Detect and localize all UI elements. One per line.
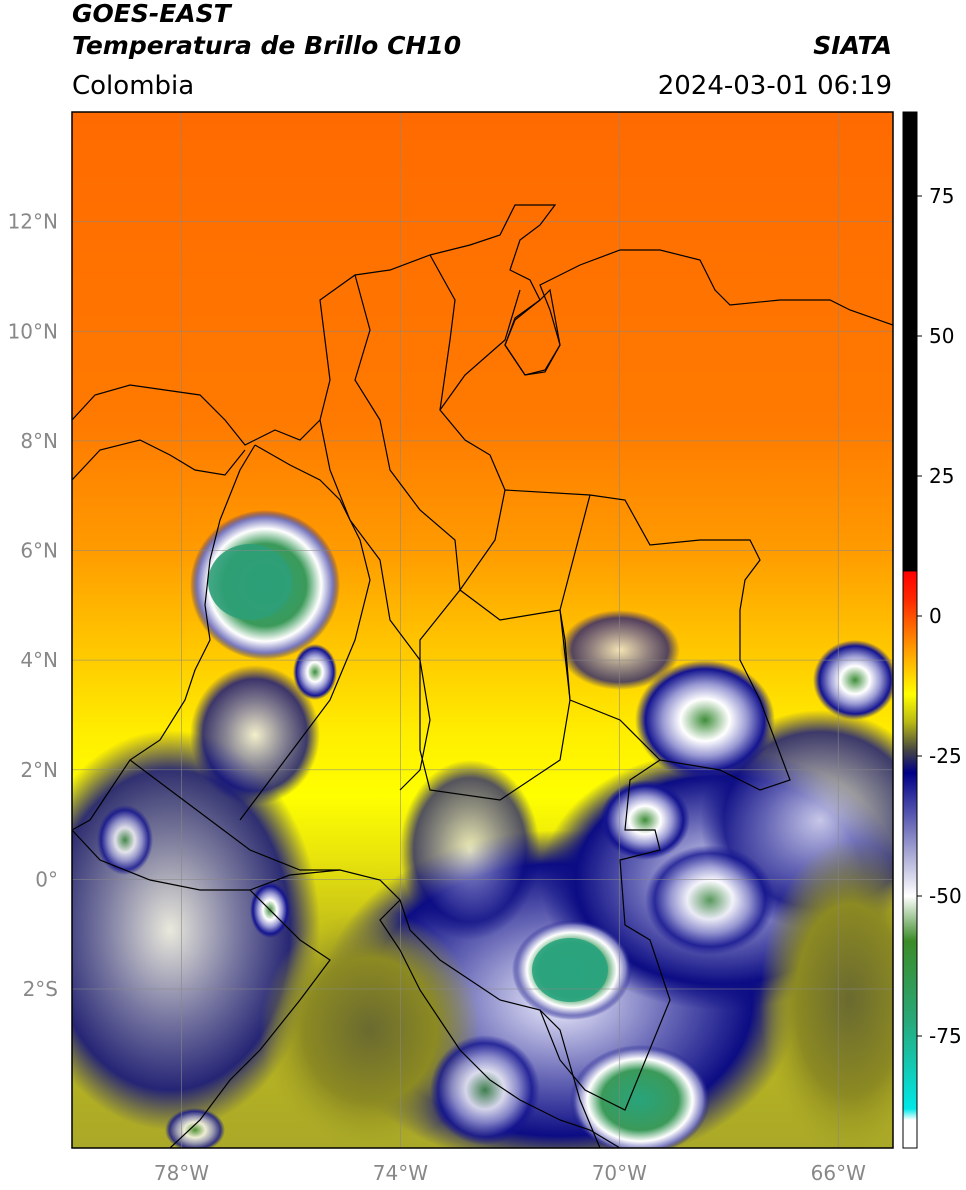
lat-tick-label: 10°N xyxy=(8,319,58,343)
product-title: Temperatura de Brillo CH10 xyxy=(72,31,462,60)
lat-tick-label: 8°N xyxy=(20,429,58,453)
lat-tick-label: 0° xyxy=(35,867,58,891)
colorbar: 75 50 25 0 -25 -50 -75 xyxy=(902,111,962,1149)
colorbar-tick-label: 0 xyxy=(929,604,942,628)
region-label: Colombia xyxy=(72,71,195,101)
lat-tick-label: 2°S xyxy=(23,977,58,1001)
longitude-tick-labels: 78°W 74°W 70°W 66°W xyxy=(154,1161,866,1185)
graticule xyxy=(72,112,893,1148)
coastlines-and-borders xyxy=(72,204,893,1148)
lat-tick-label: 6°N xyxy=(20,539,58,563)
brightness-temperature-field xyxy=(72,112,893,1148)
colorbar-tick-label: 75 xyxy=(929,184,954,208)
datetime-label: 2024-03-01 06:19 xyxy=(657,71,892,101)
colorbar-tick-label: 50 xyxy=(929,324,954,348)
lon-tick-label: 78°W xyxy=(154,1161,209,1185)
lon-tick-label: 66°W xyxy=(811,1161,866,1185)
lat-tick-label: 2°N xyxy=(20,758,58,782)
organization-label: SIATA xyxy=(813,31,892,60)
colorbar-tick-label: -50 xyxy=(929,884,962,908)
colorbar-tick-label: -25 xyxy=(929,744,962,768)
colorbar-tick-label: -75 xyxy=(929,1024,962,1048)
colorbar-tick-label: 25 xyxy=(929,464,954,488)
latitude-tick-labels: 12°N 10°N 8°N 6°N 4°N 2°N 0° 2°S xyxy=(8,210,58,1001)
satellite-title: GOES-EAST xyxy=(72,0,231,28)
lat-tick-label: 12°N xyxy=(8,210,58,234)
lon-tick-label: 74°W xyxy=(373,1161,428,1185)
lat-tick-label: 4°N xyxy=(20,648,58,672)
lon-tick-label: 70°W xyxy=(592,1161,647,1185)
